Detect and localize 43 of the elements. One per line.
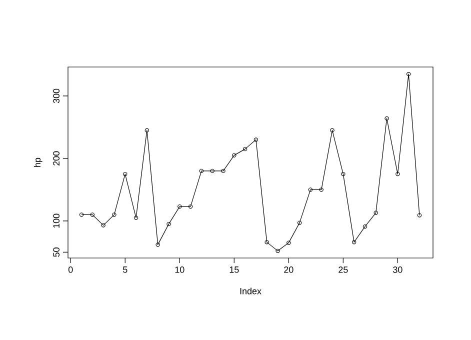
point — [374, 210, 378, 215]
x-tick-label: 15 — [230, 266, 239, 273]
point — [199, 168, 204, 174]
point — [276, 248, 280, 254]
x-tick-label: 10 — [175, 266, 184, 273]
x-tick-label: 25 — [338, 266, 348, 273]
point — [210, 168, 214, 174]
point — [254, 138, 258, 142]
point — [308, 188, 313, 192]
x-tick-label: 30 — [393, 266, 402, 273]
point — [396, 172, 400, 176]
point — [352, 240, 356, 244]
point — [297, 220, 302, 225]
point — [90, 212, 95, 217]
point — [406, 72, 411, 76]
point — [384, 116, 389, 121]
point — [144, 128, 150, 132]
point — [178, 204, 182, 209]
point — [232, 153, 236, 158]
point — [362, 224, 368, 229]
point — [286, 240, 291, 245]
x-tick-label: 0 — [68, 266, 73, 273]
point — [134, 216, 138, 220]
y-tick-label: 300 — [53, 88, 60, 104]
point — [101, 223, 106, 228]
point — [112, 212, 116, 217]
point — [123, 172, 128, 176]
point — [242, 146, 248, 152]
y-tick-label: 50 — [53, 248, 60, 257]
point — [330, 128, 334, 132]
point — [156, 242, 160, 247]
y-tick-label: 200 — [53, 151, 60, 166]
x-tick-label: 20 — [284, 266, 294, 273]
y-tick-label: 100 — [53, 214, 60, 228]
y-axis-title: hp — [34, 158, 42, 167]
point — [166, 222, 171, 226]
point — [341, 172, 346, 176]
x-tick-label: 5 — [122, 266, 128, 273]
point — [319, 188, 324, 192]
point — [188, 204, 193, 209]
x-axis-title: Index — [240, 288, 262, 294]
point — [221, 168, 226, 174]
point — [264, 240, 269, 244]
